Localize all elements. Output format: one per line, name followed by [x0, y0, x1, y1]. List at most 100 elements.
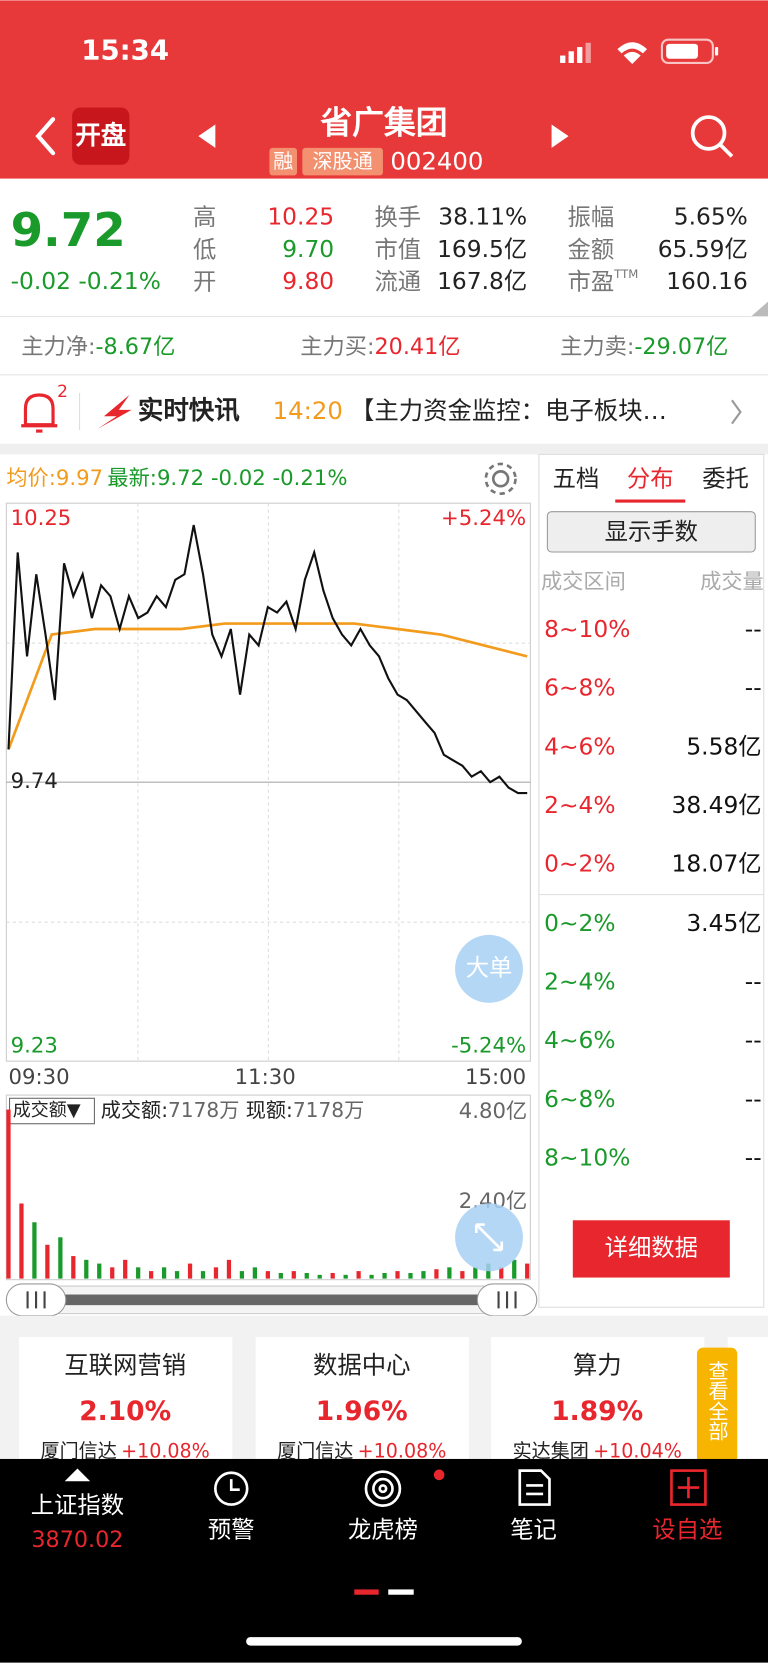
- range-label: 8~10%: [544, 615, 630, 643]
- tab[interactable]: 五档: [553, 464, 600, 492]
- range-amount: --: [745, 1143, 762, 1171]
- range-label: 6~8%: [544, 674, 615, 702]
- volume-bar: [525, 1263, 530, 1279]
- x-tick-label: 09:30: [8, 1065, 69, 1090]
- volume-bar: [97, 1263, 102, 1279]
- latest-value: 9.72 -0.02 -0.21%: [157, 466, 348, 491]
- stat-value: 167.8亿: [437, 267, 527, 295]
- stat-label: 高: [193, 202, 216, 230]
- volume-selector-bg[interactable]: [9, 1097, 95, 1125]
- range-scrollbar[interactable]: [5, 1283, 538, 1317]
- nav-item[interactable]: 龙虎榜: [348, 1516, 418, 1544]
- volume-bar: [174, 1271, 180, 1279]
- nav-item[interactable]: 笔记: [510, 1516, 557, 1544]
- alert-bell[interactable]: [21, 393, 58, 433]
- page-dot: [388, 1589, 414, 1595]
- nav-item[interactable]: 设自选: [652, 1516, 722, 1544]
- amount-label: 成交额:: [101, 1098, 168, 1122]
- volume-bar: [369, 1274, 374, 1279]
- nav-item[interactable]: 预警: [208, 1516, 255, 1544]
- view-all-bg[interactable]: [696, 1347, 738, 1465]
- fund-flow-value: -29.07亿: [634, 334, 728, 360]
- range-label: 4~6%: [544, 1026, 615, 1054]
- back-button[interactable]: [35, 117, 56, 156]
- lead-change: +10.08%: [358, 1439, 447, 1462]
- volume-bar: [6, 1109, 11, 1279]
- amount-value: 7178万: [168, 1098, 239, 1122]
- chevron: [731, 399, 742, 425]
- stat-label-text: 高: [193, 202, 216, 230]
- stat-label: 流通: [374, 267, 421, 295]
- last-price: 9.72: [11, 204, 126, 258]
- avg-value: 9.97: [56, 466, 103, 491]
- volume-bar: [291, 1271, 296, 1279]
- price-line: [7, 524, 528, 795]
- stat-label-text: 金额: [568, 235, 615, 263]
- news-time: 14:20: [273, 396, 343, 425]
- range-label: 8~10%: [544, 1143, 630, 1171]
- view-all[interactable]: 查看全部: [705, 1360, 729, 1441]
- stat-label: 低: [193, 235, 216, 263]
- stat-label-sup: TTM: [613, 267, 638, 281]
- sector-card[interactable]: [255, 1336, 469, 1465]
- x-tick-label: 11:30: [235, 1065, 296, 1090]
- y-tick-label: 9.23: [11, 1033, 58, 1058]
- tag-bg: [269, 147, 298, 176]
- y-tick-label: 4.80亿: [459, 1099, 527, 1124]
- volume-selector[interactable]: 成交额▼: [13, 1100, 81, 1121]
- range-label: 2~4%: [544, 791, 615, 819]
- volume-bar: [149, 1271, 154, 1279]
- sector-card[interactable]: [491, 1336, 705, 1465]
- page-dot: [354, 1589, 379, 1595]
- open-badge-bg[interactable]: [72, 107, 130, 165]
- detail-button[interactable]: 详细数据: [605, 1233, 698, 1261]
- alert-count: 2: [57, 382, 68, 402]
- range-label: 2~4%: [544, 967, 615, 995]
- sector-change: 2.10%: [79, 1396, 171, 1427]
- pct-label: -5.24%: [451, 1033, 526, 1058]
- fund-flow-label: 主力净:: [21, 334, 95, 360]
- stat-label-text: 流通: [374, 267, 421, 295]
- big-order-button-bg[interactable]: [455, 934, 523, 1003]
- volume-bar: [356, 1271, 361, 1279]
- range-amount: --: [745, 615, 762, 643]
- volume-bar: [499, 1267, 504, 1279]
- nav-icons: [214, 1469, 707, 1507]
- avg-label: 均价:: [6, 466, 56, 491]
- bottom-nav: [0, 1458, 768, 1663]
- stat-label: 市值: [374, 235, 421, 263]
- toggle-button[interactable]: 显示手数: [605, 517, 698, 545]
- index-value: 3870.02: [31, 1527, 123, 1553]
- volume-bar: [213, 1267, 219, 1279]
- stat-label: 金额: [568, 235, 615, 263]
- settings-gear[interactable]: [484, 462, 517, 495]
- tag: 融: [273, 149, 293, 173]
- sector-name: 互联网营销: [64, 1351, 186, 1380]
- news-text[interactable]: 【主力资金监控：电子板块…: [350, 396, 667, 425]
- fund-flow-label: 主力卖:: [560, 334, 634, 360]
- sector-card[interactable]: [19, 1336, 233, 1465]
- expand-icon: [474, 1223, 504, 1252]
- stat-label-text: 市值: [374, 235, 421, 263]
- prev-stock[interactable]: [198, 124, 216, 148]
- next-stock[interactable]: [551, 124, 569, 148]
- col-header: 成交量: [700, 570, 764, 595]
- open-badge[interactable]: 开盘: [75, 121, 126, 151]
- status-time: 15:34: [81, 33, 169, 66]
- tab[interactable]: 分布: [627, 464, 674, 492]
- volume-bar: [200, 1271, 206, 1279]
- volume-bar: [434, 1269, 439, 1279]
- toggle-button-bg[interactable]: [546, 511, 756, 553]
- fund-flow-value: 20.41亿: [375, 334, 461, 360]
- index-name[interactable]: 上证指数: [31, 1491, 124, 1519]
- detail-button-bg[interactable]: [572, 1220, 730, 1278]
- search-button[interactable]: [690, 115, 734, 158]
- sector-name: 数据中心: [313, 1351, 411, 1380]
- stat-value: 38.11%: [438, 202, 527, 230]
- volume-bar: [304, 1272, 309, 1279]
- big-order-button[interactable]: 大单: [466, 953, 513, 981]
- tab[interactable]: 委托: [702, 464, 749, 492]
- tag: 深股通: [312, 149, 372, 173]
- range-amount: 18.07亿: [672, 850, 762, 878]
